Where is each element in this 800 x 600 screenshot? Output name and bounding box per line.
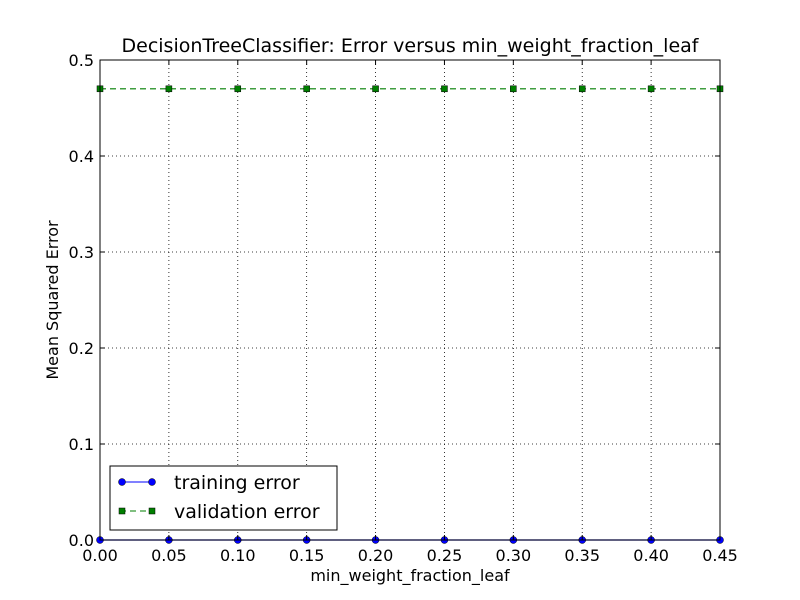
data-point — [578, 85, 586, 93]
y-tick-label: 0.2 — [69, 339, 94, 358]
chart-title: DecisionTreeClassifier: Error versus min… — [122, 35, 700, 57]
legend-training-marker — [148, 478, 156, 486]
x-tick-label: 0.00 — [82, 546, 118, 565]
legend-validation-marker — [148, 507, 156, 515]
y-tick-label: 0.1 — [69, 435, 94, 454]
grid — [100, 60, 720, 540]
x-tick-label: 0.20 — [358, 546, 394, 565]
data-point — [303, 85, 310, 93]
data-point — [647, 85, 655, 93]
y-axis-title: Mean Squared Error — [43, 220, 62, 380]
legend-training-marker — [118, 478, 126, 486]
data-point — [234, 85, 242, 93]
legend-box — [109, 465, 338, 531]
data-point — [441, 85, 448, 93]
x-tick-label: 0.15 — [289, 546, 325, 565]
y-tick-label: 0.5 — [69, 51, 94, 70]
plot-frame — [99, 59, 721, 541]
legend-label-training: training error — [174, 472, 300, 494]
x-tick-label: 0.10 — [220, 546, 256, 565]
legend-validation-marker — [118, 507, 126, 515]
data-point — [165, 85, 173, 93]
y-tick-label: 0.4 — [69, 147, 94, 166]
data-point — [372, 85, 379, 93]
x-tick-label: 0.35 — [564, 546, 600, 565]
legend: training error validation error — [109, 465, 338, 531]
data-point — [510, 85, 517, 93]
y-tick-label: 0.3 — [69, 243, 94, 262]
x-tick-label: 0.25 — [427, 546, 463, 565]
legend-label-validation: validation error — [174, 501, 320, 523]
x-tick-label: 0.45 — [702, 546, 738, 565]
x-tick-label: 0.30 — [496, 546, 532, 565]
x-axis-title: min_weight_fraction_leaf — [310, 566, 510, 586]
x-tick-label: 0.40 — [633, 546, 669, 565]
axis-ticks: 0.00 0.05 0.10 0.15 0.20 0.25 0.30 0.35 0.40 0.45… — [69, 51, 738, 565]
x-tick-label: 0.05 — [151, 546, 187, 565]
y-tick-label: 0.0 — [69, 531, 94, 550]
